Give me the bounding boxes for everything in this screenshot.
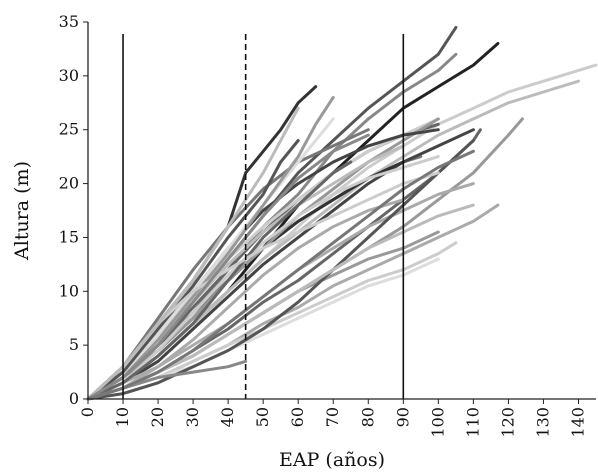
- x-tick-label: 80: [358, 407, 377, 427]
- x-tick-label: 130: [533, 407, 552, 438]
- y-axis-label: Altura (m): [11, 161, 33, 261]
- x-tick-label: 0: [78, 407, 97, 417]
- y-tick-label: 30: [59, 66, 79, 85]
- x-axis-label: EAP (años): [279, 449, 385, 471]
- x-tick-label: 40: [218, 407, 237, 427]
- x-tick-label: 10: [113, 407, 132, 427]
- y-tick-label: 10: [59, 281, 79, 300]
- y-tick-label: 20: [59, 174, 79, 193]
- y-ticks: 0 5 10 15 20 25 30 35: [59, 12, 88, 408]
- x-tick-label: 70: [323, 407, 342, 427]
- series-line: [86, 155, 440, 401]
- series-layer: [86, 25, 598, 401]
- x-tick-label: 30: [183, 407, 202, 427]
- x-tick-label: 90: [393, 407, 412, 427]
- x-tick-label: 110: [463, 407, 482, 438]
- x-tick-label: 120: [498, 407, 517, 438]
- y-tick-label: 0: [69, 389, 79, 408]
- reference-lines: [122, 34, 405, 399]
- x-tick-label: 140: [568, 407, 587, 438]
- series-line: [86, 160, 353, 401]
- y-tick-label: 15: [59, 227, 79, 246]
- series-line: [86, 139, 300, 401]
- y-tick-label: 35: [59, 12, 79, 31]
- x-tick-label: 100: [428, 407, 447, 438]
- y-tick-label: 25: [59, 120, 79, 139]
- y-tick-label: 5: [69, 335, 79, 354]
- series-line: [86, 198, 405, 401]
- series-line: [86, 128, 475, 401]
- x-tick-label: 50: [253, 407, 272, 427]
- series-line: [86, 149, 475, 401]
- x-ticks: 0 10 20 30 40 50 60 70 80 90 100 110 120 130 140: [78, 399, 587, 438]
- x-tick-label: 20: [148, 407, 167, 427]
- x-tick-label: 60: [288, 407, 307, 427]
- series-line: [86, 133, 370, 401]
